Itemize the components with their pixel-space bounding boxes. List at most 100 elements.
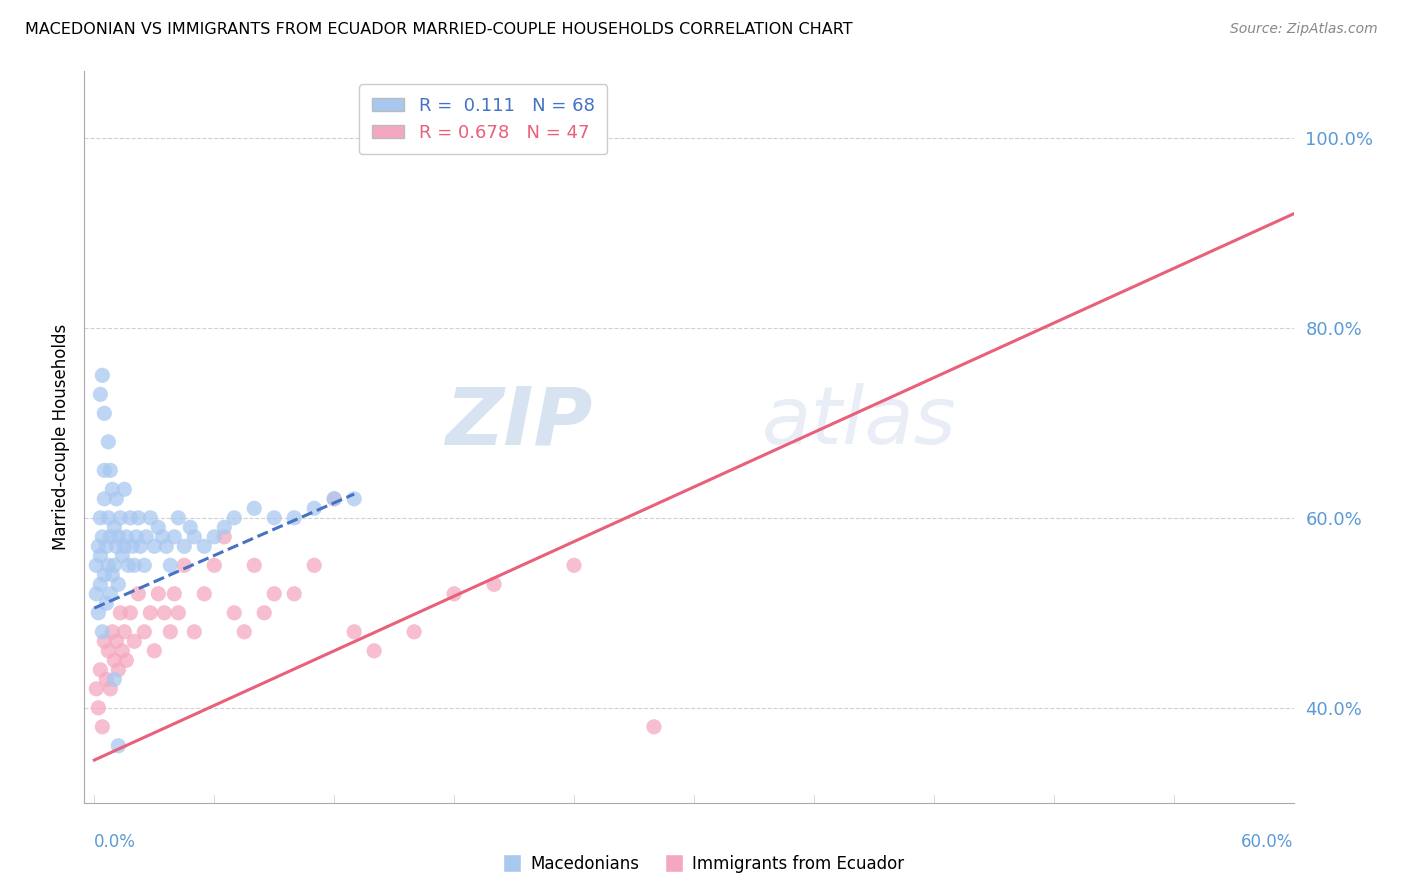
Point [193, 539, 215, 553]
Point [107, 663, 129, 677]
Point [96, 539, 118, 553]
Point [323, 491, 346, 506]
Point [105, 491, 128, 506]
Point [98, 681, 121, 696]
Point [86, 587, 108, 601]
Text: Source: ZipAtlas.com: Source: ZipAtlas.com [1230, 22, 1378, 37]
Point [105, 634, 128, 648]
Point [98, 530, 121, 544]
Point [124, 558, 146, 573]
Point [89, 663, 111, 677]
Point [89, 549, 111, 563]
Point [91, 720, 114, 734]
Point [233, 624, 256, 639]
Point [127, 587, 149, 601]
Point [111, 549, 134, 563]
Point [153, 606, 176, 620]
Point [150, 530, 173, 544]
Point [202, 558, 225, 573]
Point [120, 606, 142, 620]
Point [643, 720, 665, 734]
Legend: R =  0.111   N = 68, R = 0.678   N = 47: R = 0.111 N = 68, R = 0.678 N = 47 [360, 84, 607, 154]
Point [148, 587, 170, 601]
Point [103, 558, 125, 573]
Point [89, 577, 111, 591]
Point [143, 539, 166, 553]
Point [112, 539, 135, 553]
Point [125, 530, 148, 544]
Point [134, 624, 156, 639]
Point [89, 511, 111, 525]
Point [155, 539, 177, 553]
Point [97, 644, 120, 658]
Point [343, 624, 366, 639]
Point [93, 634, 115, 648]
Point [93, 463, 115, 477]
Point [363, 644, 385, 658]
Point [97, 511, 120, 525]
Point [107, 739, 129, 753]
Point [167, 606, 190, 620]
Point [302, 558, 325, 573]
Point [101, 567, 124, 582]
Text: atlas: atlas [762, 384, 956, 461]
Point [87, 539, 110, 553]
Point [91, 624, 114, 639]
Legend: Macedonians, Immigrants from Ecuador: Macedonians, Immigrants from Ecuador [495, 848, 911, 880]
Point [115, 653, 138, 667]
Point [163, 530, 186, 544]
Point [96, 673, 118, 687]
Point [98, 587, 121, 601]
Point [86, 558, 108, 573]
Point [86, 681, 108, 696]
Point [343, 491, 366, 506]
Point [89, 387, 111, 401]
Point [103, 520, 125, 534]
Point [103, 653, 125, 667]
Point [124, 634, 146, 648]
Point [193, 587, 215, 601]
Point [283, 511, 305, 525]
Point [101, 624, 124, 639]
Y-axis label: Married-couple Households: Married-couple Households [52, 324, 70, 550]
Point [404, 624, 426, 639]
Point [224, 606, 246, 620]
Point [183, 530, 205, 544]
Point [105, 539, 128, 553]
Text: ZIP: ZIP [444, 384, 592, 461]
Point [482, 577, 505, 591]
Point [243, 501, 266, 516]
Point [283, 587, 305, 601]
Point [110, 511, 132, 525]
Point [97, 558, 120, 573]
Point [224, 511, 246, 525]
Point [107, 530, 129, 544]
Point [214, 520, 236, 534]
Point [107, 577, 129, 591]
Point [173, 558, 195, 573]
Point [139, 606, 162, 620]
Point [127, 511, 149, 525]
Point [96, 596, 118, 610]
Point [112, 624, 135, 639]
Point [103, 673, 125, 687]
Point [143, 644, 166, 658]
Point [115, 530, 138, 544]
Point [139, 511, 162, 525]
Point [117, 558, 139, 573]
Point [135, 530, 157, 544]
Point [243, 558, 266, 573]
Point [263, 587, 285, 601]
Point [91, 530, 114, 544]
Point [443, 587, 465, 601]
Point [97, 434, 120, 449]
Point [148, 520, 170, 534]
Point [93, 567, 115, 582]
Text: 60.0%: 60.0% [1241, 833, 1294, 851]
Point [214, 530, 236, 544]
Point [202, 530, 225, 544]
Point [101, 483, 124, 497]
Point [159, 558, 181, 573]
Point [302, 501, 325, 516]
Point [263, 511, 285, 525]
